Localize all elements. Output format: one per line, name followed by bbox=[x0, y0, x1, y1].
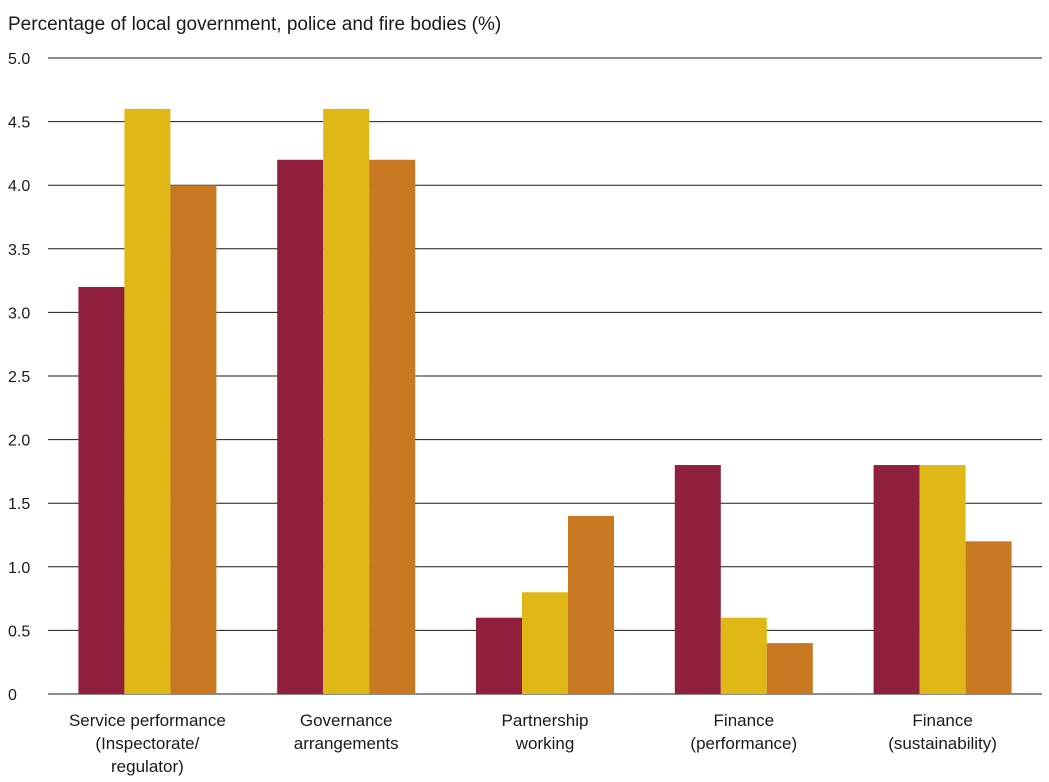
bar bbox=[966, 541, 1012, 694]
bar bbox=[675, 465, 721, 694]
bar bbox=[920, 465, 966, 694]
y-tick-label: 4.5 bbox=[8, 115, 30, 132]
bar bbox=[369, 160, 415, 694]
y-tick-label: 0 bbox=[8, 687, 17, 704]
y-tick-label: 1.0 bbox=[8, 560, 30, 577]
y-tick-label: 3.5 bbox=[8, 242, 30, 259]
bar bbox=[721, 618, 767, 694]
y-tick-label: 4.0 bbox=[8, 178, 30, 195]
bar bbox=[874, 465, 920, 694]
bar bbox=[170, 185, 216, 694]
x-tick-label: Partnershipworking bbox=[502, 711, 589, 753]
bar bbox=[476, 618, 522, 694]
y-tick-label: 1.5 bbox=[8, 496, 30, 513]
y-tick-label: 2.0 bbox=[8, 433, 30, 450]
x-tick-label: Finance(performance) bbox=[690, 711, 797, 753]
bar bbox=[323, 109, 369, 694]
bar bbox=[124, 109, 170, 694]
y-tick-label: 3.0 bbox=[8, 305, 30, 322]
x-tick-label: Service performance(Inspectorate/regulat… bbox=[69, 711, 226, 776]
y-tick-label: 2.5 bbox=[8, 369, 30, 386]
bar bbox=[568, 516, 614, 694]
y-tick-label: 0.5 bbox=[8, 623, 30, 640]
bar bbox=[78, 287, 124, 694]
x-tick-label: Finance(sustainability) bbox=[888, 711, 997, 753]
bar bbox=[522, 592, 568, 694]
bar bbox=[767, 643, 813, 694]
bar bbox=[277, 160, 323, 694]
y-tick-label: 5.0 bbox=[8, 51, 30, 68]
x-tick-label: Governancearrangements bbox=[294, 711, 399, 753]
